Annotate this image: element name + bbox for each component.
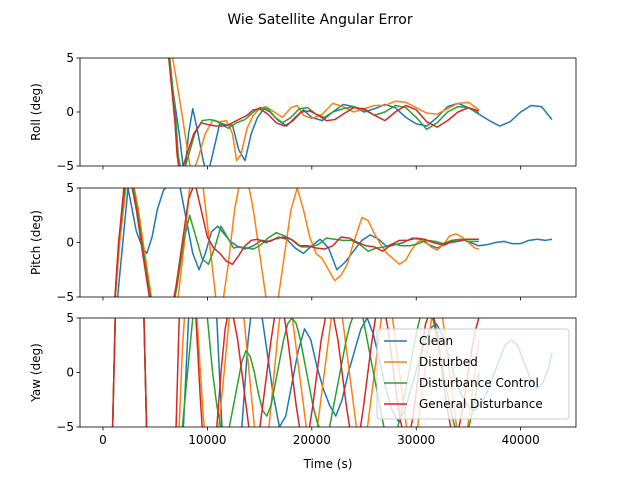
y-axis-label: Pitch (deg) [29, 210, 43, 275]
legend-label: General Disturbance [419, 397, 543, 411]
x-tick-label: 30000 [397, 433, 435, 447]
legend-box [376, 328, 570, 420]
chart-title: Wie Satellite Angular Error [227, 12, 413, 28]
series-group [168, 58, 553, 166]
x-tick-label: 0 [99, 433, 107, 447]
series-line-disturbance-control [169, 58, 480, 166]
y-tick-label: 5 [66, 311, 74, 325]
y-axis-label: Roll (deg) [29, 83, 43, 141]
subplot-pitch: −5 0 5 Pitch (deg) [29, 181, 577, 304]
series-line-disturbed [114, 188, 480, 297]
subplots: −5 0 5 Roll (deg) −5 0 5 Pitch (deg) −5 0 5 0 10000 2… [29, 51, 577, 447]
y-axis-label: Yaw (deg) [29, 343, 43, 403]
legend-label: Disturbed [419, 355, 478, 369]
series-line-general-disturbance [168, 58, 480, 166]
series-line-disturbance-control [114, 188, 479, 297]
axes-frame [79, 187, 577, 298]
legend: Clean Disturbed Disturbance Control General… [376, 328, 570, 420]
subplot-roll: −5 0 5 Roll (deg) [29, 51, 577, 173]
series-line-general-disturbance [114, 188, 479, 297]
y-tick-label: 0 [66, 366, 74, 380]
y-tick-label: 0 [66, 105, 74, 119]
y-tick-label: −5 [56, 159, 74, 173]
legend-label: Clean [419, 334, 453, 348]
x-tick-label: 40000 [502, 433, 540, 447]
series-group [114, 188, 553, 297]
y-tick-label: −5 [56, 420, 74, 434]
y-tick-label: 5 [66, 51, 74, 65]
x-tick-label: 10000 [188, 433, 226, 447]
legend-label: Disturbance Control [419, 376, 539, 390]
x-tick-label: 20000 [293, 433, 331, 447]
x-axis-label: Time (s) [303, 457, 353, 471]
series-line-disturbance-control [111, 318, 480, 427]
axes-frame [79, 57, 577, 167]
y-tick-label: 0 [66, 236, 74, 250]
y-tick-label: −5 [56, 290, 74, 304]
y-tick-label: 5 [66, 181, 74, 195]
